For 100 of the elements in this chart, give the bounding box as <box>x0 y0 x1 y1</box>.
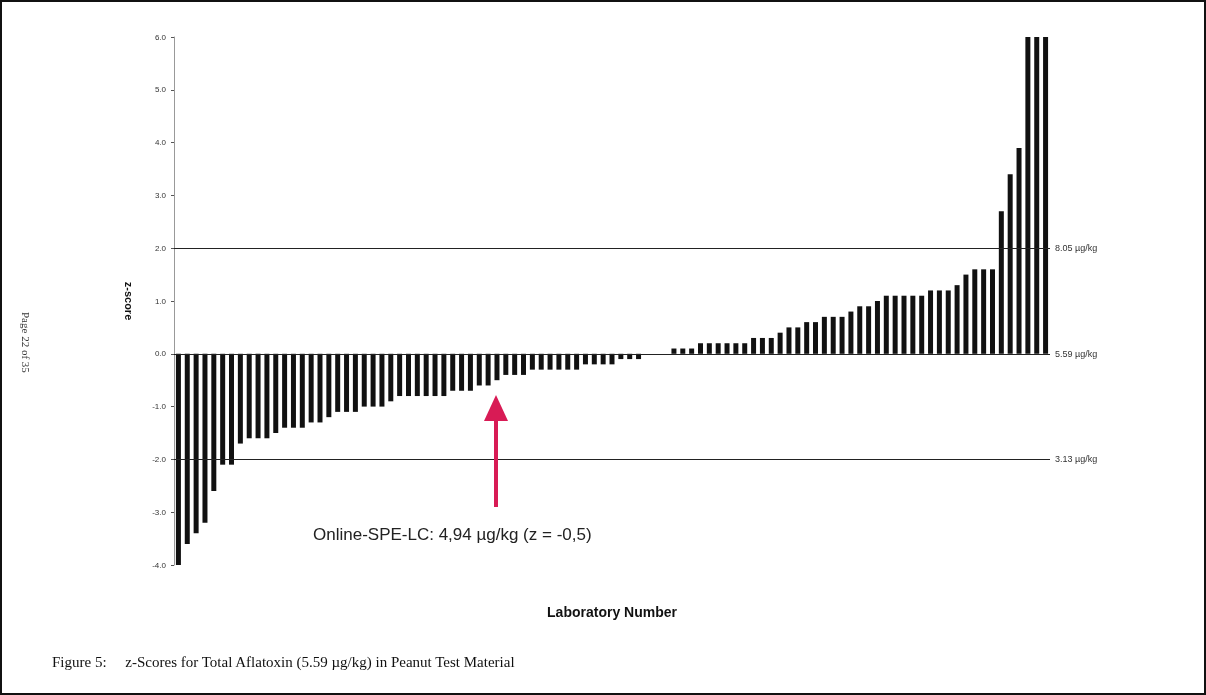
bar <box>733 343 739 354</box>
bar <box>795 327 801 354</box>
bar <box>423 353 429 397</box>
bar <box>503 353 509 375</box>
y-tick-label: 4.0 <box>154 138 167 148</box>
y-tick-label: 2.0 <box>154 243 167 253</box>
bar <box>777 332 783 354</box>
bar <box>565 353 571 370</box>
bar <box>574 353 580 370</box>
y-tick-label: -2.0 <box>152 454 167 464</box>
bar <box>671 348 677 354</box>
bar <box>857 306 863 354</box>
y-tick-label: 1.0 <box>154 296 167 306</box>
bar <box>901 295 907 354</box>
bar <box>193 353 199 534</box>
bar <box>467 353 473 391</box>
y-tick-label: 5.0 <box>154 85 167 95</box>
bar <box>282 353 288 428</box>
ref-line-label: 5.59 µg/kg <box>1055 348 1098 359</box>
y-tick-label: -3.0 <box>152 507 167 517</box>
ref-line-label: 3.13 µg/kg <box>1055 454 1098 465</box>
bar <box>273 353 279 433</box>
bar <box>706 343 712 354</box>
bar <box>361 353 367 407</box>
bar <box>326 353 332 418</box>
bar <box>202 353 208 523</box>
bar <box>866 306 872 354</box>
bar <box>441 353 447 397</box>
bar <box>768 337 774 354</box>
annotation: Online-SPE-LC: 4,94 µg/kg (z = -0,5) <box>313 525 592 545</box>
bar <box>184 353 190 544</box>
bar <box>494 353 500 381</box>
bar <box>998 211 1004 354</box>
bar <box>892 295 898 354</box>
bar <box>317 353 323 423</box>
bar <box>220 353 226 465</box>
y-axis-title: z-score <box>122 281 135 321</box>
bar <box>229 353 235 465</box>
bar <box>910 295 916 354</box>
y-tick-label: 3.0 <box>154 190 167 200</box>
bar <box>839 316 845 354</box>
bar <box>848 311 854 354</box>
bar <box>255 353 261 439</box>
text: Figure 5: z-Scores for Total Aflatoxin (5.59 µg/kg) in Peanut Test Material <box>52 654 515 671</box>
bar <box>680 348 686 354</box>
bar <box>397 353 403 397</box>
bar <box>414 353 420 397</box>
bar <box>237 353 243 444</box>
bar <box>405 353 411 397</box>
bar <box>724 343 730 354</box>
bar <box>972 269 978 354</box>
bar <box>308 353 314 423</box>
bar <box>538 353 544 370</box>
bar <box>936 290 942 354</box>
bar <box>689 348 695 354</box>
bar <box>379 353 385 407</box>
bar <box>211 353 217 492</box>
bar <box>370 353 376 407</box>
ref-line-label: 8.05 µg/kg <box>1055 243 1098 254</box>
bar <box>264 353 270 439</box>
bar <box>529 353 535 370</box>
bar <box>521 353 527 375</box>
bar <box>547 353 553 370</box>
x-axis-title: Laboratory Number <box>547 604 678 620</box>
bar <box>175 353 181 565</box>
bar <box>883 295 889 354</box>
bar <box>388 353 394 402</box>
bar <box>697 343 703 354</box>
bar <box>1007 174 1013 354</box>
bar <box>290 353 296 428</box>
y-tick-label: -1.0 <box>152 402 167 412</box>
bar <box>1016 147 1022 354</box>
bar <box>450 353 456 391</box>
y-tick-label: -4.0 <box>152 560 167 570</box>
bar <box>485 353 491 386</box>
bar <box>981 269 987 354</box>
bar <box>246 353 252 439</box>
bar <box>928 290 934 354</box>
bar <box>344 353 350 412</box>
bar <box>919 295 925 354</box>
bar <box>751 337 757 354</box>
text: Page 22 of 35 <box>20 312 32 373</box>
bar <box>963 274 969 354</box>
bar <box>556 353 562 370</box>
bar <box>335 353 341 412</box>
bar <box>512 353 518 375</box>
y-tick-label: 0.0 <box>154 349 167 359</box>
bar <box>476 353 482 386</box>
bar <box>830 316 836 354</box>
bar <box>715 343 721 354</box>
y-tick-label: 6.0 <box>154 32 167 42</box>
bar <box>1034 37 1040 354</box>
bar <box>945 290 951 354</box>
bar <box>786 327 792 354</box>
bar <box>813 322 819 354</box>
bar <box>804 322 810 354</box>
bar <box>742 343 748 354</box>
bar <box>759 337 765 354</box>
bar <box>459 353 465 391</box>
bar <box>954 285 960 354</box>
